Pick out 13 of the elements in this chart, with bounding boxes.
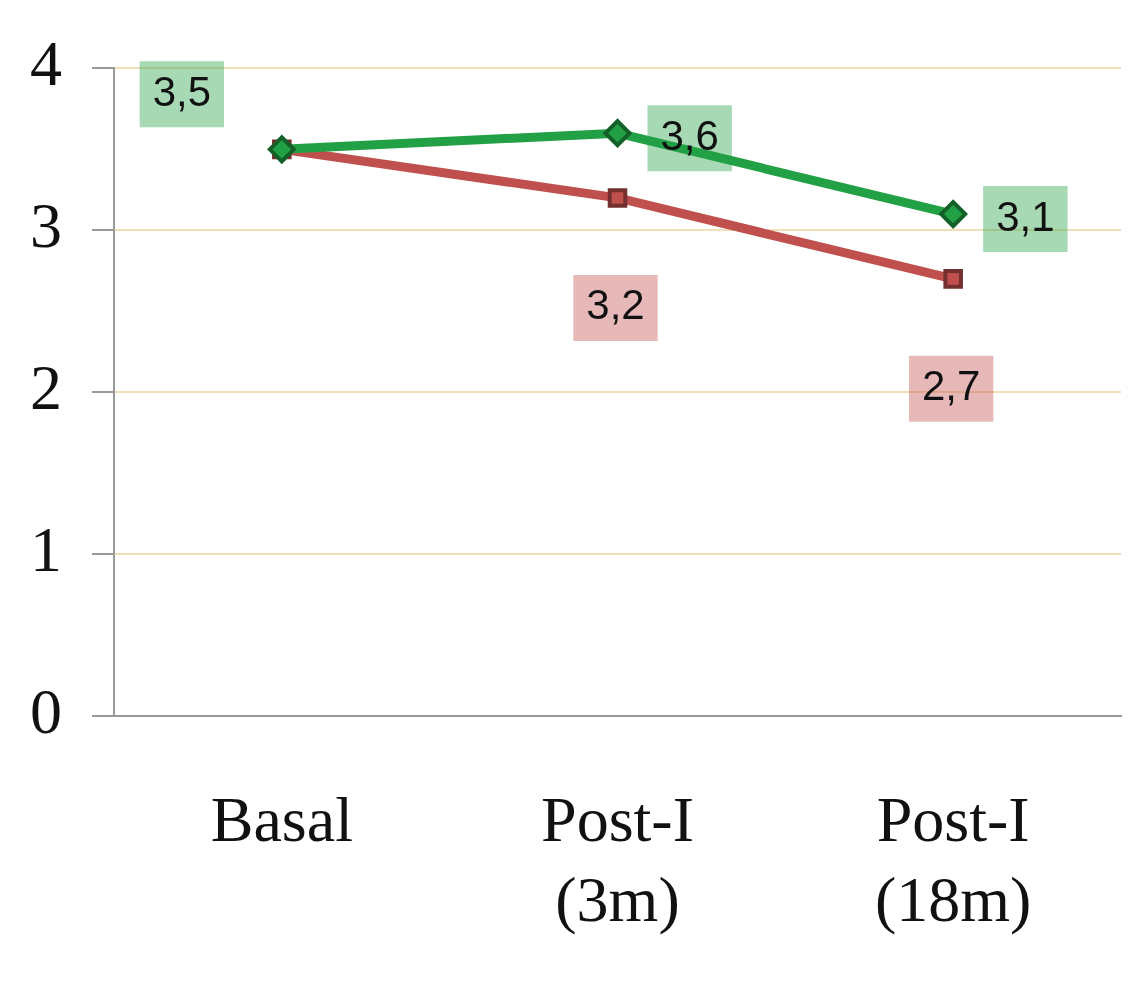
x-tick-label: Post-I (3m) <box>541 783 694 935</box>
data-label: 3,1 <box>996 192 1055 240</box>
data-label: 3,5 <box>152 67 212 115</box>
y-tick-label: 2 <box>30 352 62 424</box>
y-tick-label: 0 <box>30 675 62 747</box>
x-tick-label: Post-I (18m) <box>874 783 1032 935</box>
x-tick-label: Basal <box>210 783 353 855</box>
y-tick-label: 3 <box>30 190 62 262</box>
data-label: 3,2 <box>586 281 645 329</box>
y-tick-label: 1 <box>30 513 62 585</box>
data-label: 3,6 <box>660 111 719 159</box>
data-label: 2,7 <box>921 362 981 410</box>
y-tick-label: 4 <box>30 28 62 100</box>
